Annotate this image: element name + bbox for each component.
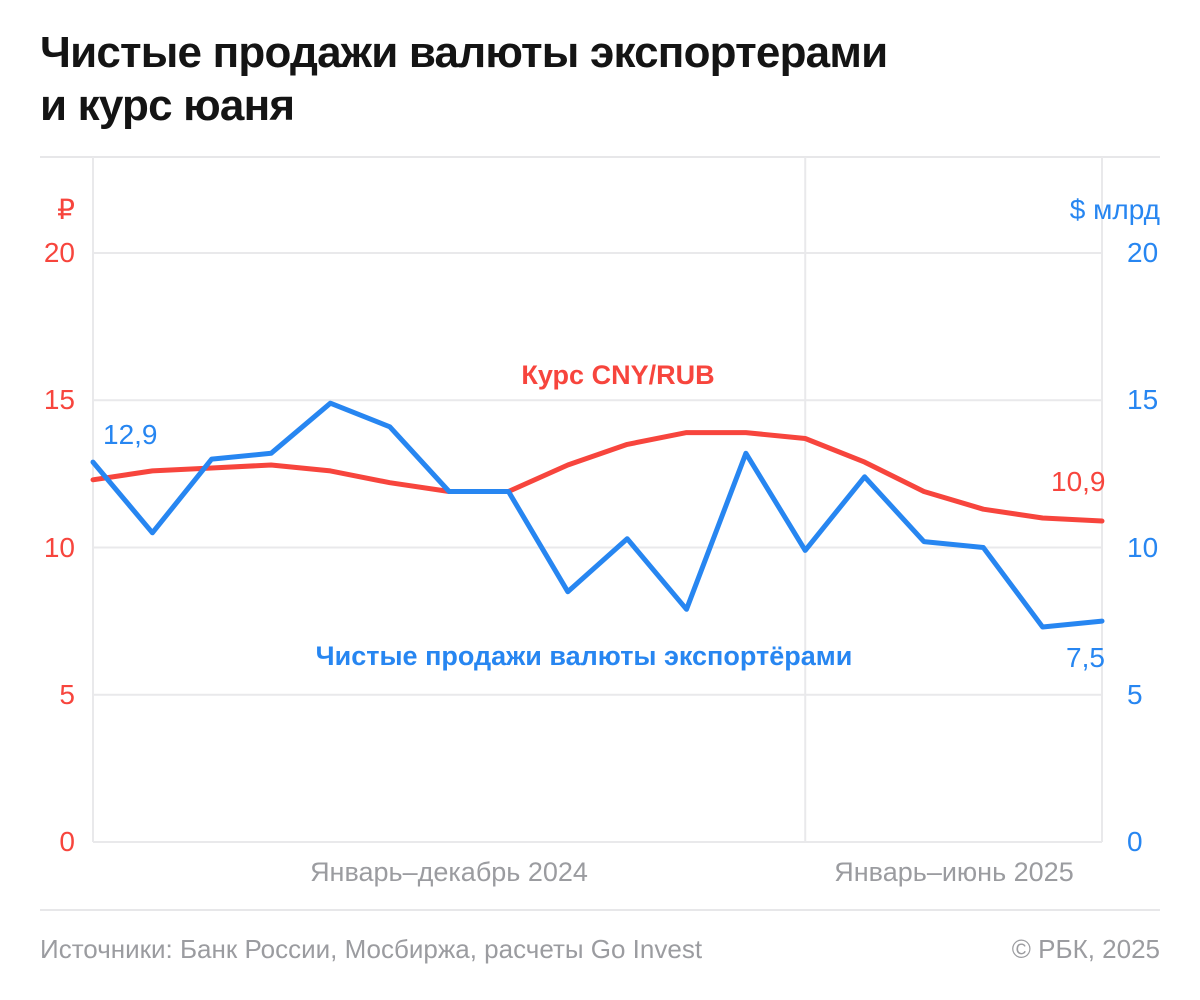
exporter-net-sales-line [90,400,1105,630]
left-axis-tick-20: 20 [43,237,75,268]
left-axis-unit: ₽ [57,194,75,225]
left-axis-tick-10: 10 [43,532,75,563]
copyright-note: © РБК, 2025 [1011,934,1160,964]
left-axis-tick-5: 5 [59,679,75,710]
x-axis-label-2025: Январь–июнь 2025 [834,857,1074,887]
gridlines [92,157,1103,843]
exporter-sales-series-label: Чистые продажи валюты экспортёрами [315,641,853,671]
annotation-red-last-value: 10,9 [1051,466,1106,497]
chart-title-line1: Чистые продажи валюты экспортерами [40,28,888,77]
left-axis-tick-0: 0 [59,826,75,857]
top-divider [40,156,1160,158]
right-axis-tick-5: 5 [1127,679,1143,710]
sources-note: Источники: Банк России, Мосбиржа, расчет… [40,934,703,964]
footer-divider [40,909,1160,911]
left-axis-tick-15: 15 [43,384,75,415]
chart-title-line2: и курс юаня [40,81,295,130]
right-axis-tick-20: 20 [1127,237,1159,268]
cny-rub-series-label: Курс CNY/RUB [521,360,715,390]
annotation-blue-last-value: 7,5 [1066,642,1105,673]
cny-rub-line [90,430,1105,524]
annotation-blue-first-value: 12,9 [103,419,158,450]
chart-title: Чистые продажи валюты экспортерами и кур… [40,26,888,132]
right-axis-tick-10: 10 [1127,532,1159,563]
right-axis-tick-15: 15 [1127,384,1159,415]
x-axis-label-2024: Январь–декабрь 2024 [310,857,588,887]
right-axis-tick-0: 0 [1127,826,1143,857]
right-axis-unit: $ млрд [1069,194,1160,225]
